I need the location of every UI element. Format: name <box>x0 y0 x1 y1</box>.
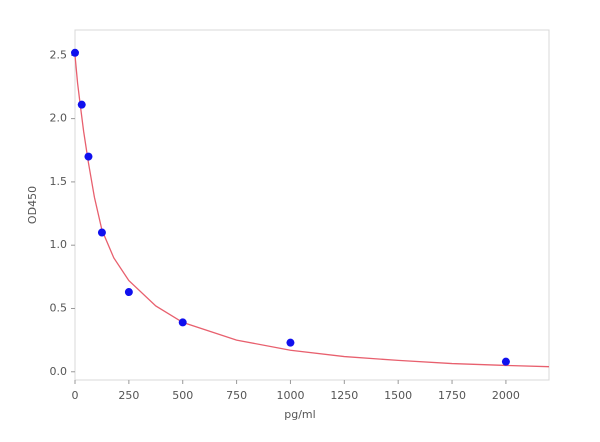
x-tick-label: 1500 <box>384 389 412 402</box>
data-point <box>84 152 93 161</box>
y-tick-label: 0.0 <box>50 365 68 378</box>
data-point <box>178 318 187 327</box>
x-tick-label: 750 <box>226 389 247 402</box>
x-axis-label: pg/ml <box>284 408 315 421</box>
x-tick-label: 500 <box>172 389 193 402</box>
data-point <box>77 100 86 109</box>
data-point <box>501 357 510 366</box>
y-tick-label: 2.5 <box>50 48 68 61</box>
x-tick-label: 1750 <box>438 389 466 402</box>
y-tick-label: 2.0 <box>50 112 68 125</box>
x-tick-label: 1250 <box>330 389 358 402</box>
data-point <box>286 338 295 347</box>
x-tick-label: 0 <box>72 389 79 402</box>
data-point <box>97 228 106 237</box>
y-tick-label: 1.0 <box>50 238 68 251</box>
y-axis-label: OD450 <box>26 186 39 224</box>
plot-frame <box>74 29 550 381</box>
fit-curve <box>74 55 550 368</box>
x-tick-label: 2000 <box>492 389 520 402</box>
y-tick-label: 1.5 <box>50 175 68 188</box>
x-tick-label: 1000 <box>276 389 304 402</box>
data-point <box>124 288 133 297</box>
y-tick-label: 0.5 <box>50 301 68 314</box>
data-point <box>71 48 79 57</box>
x-tick-label: 250 <box>118 389 139 402</box>
